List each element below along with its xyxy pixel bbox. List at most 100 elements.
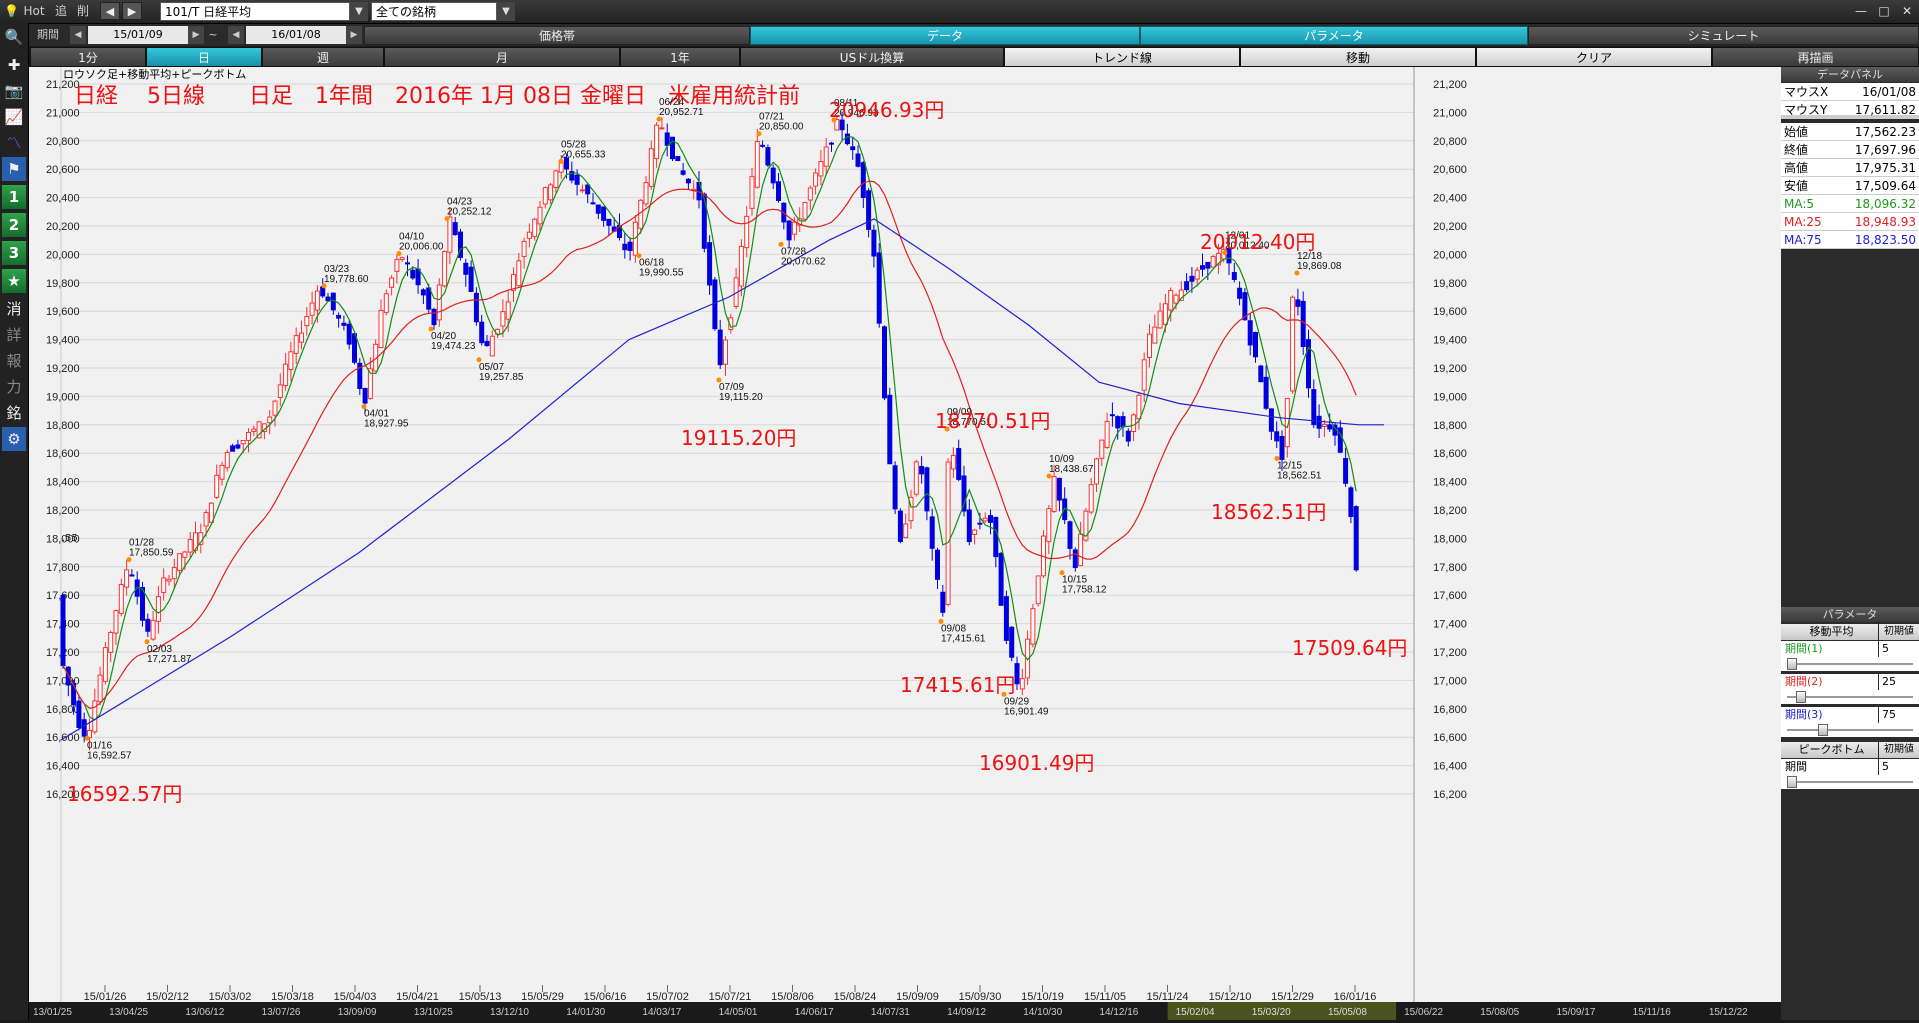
period-value[interactable]: 5 <box>1879 641 1919 657</box>
strip-date-label: 15/11/16 <box>1633 1007 1672 1018</box>
candle-up <box>532 218 538 237</box>
preset-1-button[interactable]: 1 <box>2 185 26 209</box>
peak-bottom-date: 09/29 <box>1004 696 1029 707</box>
strip-date-label: 13/07/26 <box>262 1007 301 1018</box>
candle-up <box>982 517 988 522</box>
close-icon[interactable]: ✕ <box>1901 4 1913 18</box>
report-icon[interactable]: 報 <box>6 352 22 370</box>
candle-up <box>299 332 304 343</box>
candle-down <box>776 181 781 201</box>
tab-1min[interactable]: 1分 <box>30 47 146 67</box>
bottom-date-strip[interactable]: 13/01/25 13/04/25 13/06/12 13/07/26 13/09/09… <box>29 1002 1781 1020</box>
data-value: 16/01/08 <box>1862 85 1916 99</box>
strip-range-highlight[interactable] <box>1167 1002 1397 1020</box>
end-date-left-icon[interactable]: ◀ <box>228 26 244 44</box>
power-icon[interactable]: 力 <box>6 378 22 396</box>
price-annotation: 19115.20円 <box>681 426 796 450</box>
period-value[interactable]: 25 <box>1879 674 1919 690</box>
candle-down <box>855 153 861 167</box>
ma-reset-button[interactable]: 初期値 <box>1879 624 1919 640</box>
indicator-chart-icon[interactable]: 〽 <box>6 134 22 152</box>
period-slider[interactable] <box>1781 690 1919 704</box>
peak-bottom-dot <box>1294 270 1300 276</box>
add-button[interactable]: 追 <box>54 4 67 18</box>
candle-up <box>1088 484 1094 513</box>
tab-simulate[interactable]: シミュレート <box>1528 26 1919 45</box>
universe-select[interactable]: 全ての銘柄 <box>371 2 497 21</box>
next-symbol-button[interactable]: ▶ <box>122 2 142 20</box>
candle-down <box>1353 506 1359 571</box>
strip-date-label: 13/01/25 <box>33 1007 72 1018</box>
ma-row: MA:75 18,823.50 <box>1781 231 1919 249</box>
search-icon[interactable]: 🔍 <box>4 28 24 46</box>
prev-symbol-button[interactable]: ◀ <box>100 2 120 20</box>
tab-redraw[interactable]: 再描画 <box>1712 47 1919 67</box>
strip-date-label: 14/09/12 <box>947 1007 986 1018</box>
delete-button[interactable]: 削 <box>76 4 89 18</box>
maximize-icon[interactable]: □ <box>1878 4 1890 18</box>
universe-dropdown-icon[interactable]: ▼ <box>497 2 515 21</box>
candle-up <box>1051 476 1057 513</box>
camera-icon[interactable]: 📷 <box>4 82 24 100</box>
tab-clear[interactable]: クリア <box>1476 47 1712 67</box>
minimize-icon[interactable]: — <box>1855 4 1867 18</box>
candle-down <box>1109 414 1115 417</box>
chart-area[interactable]: 21,200 21,200 21,000 21,000 20,800 20,800 20,6… <box>29 67 1781 1002</box>
peak-period-value[interactable]: 5 <box>1879 759 1919 775</box>
crosshair-icon[interactable]: ✚ <box>7 56 21 74</box>
tab-1year[interactable]: 1年 <box>620 47 740 67</box>
erase-icon[interactable]: 消 <box>6 300 22 318</box>
tab-trendline[interactable]: トレンド線 <box>1004 47 1240 67</box>
peak-reset-button[interactable]: 初期値 <box>1879 742 1919 758</box>
price-chart[interactable]: 21,200 21,200 21,000 21,000 20,800 20,800 20,6… <box>29 67 1781 1002</box>
tab-data[interactable]: データ <box>750 26 1140 45</box>
stock-icon[interactable]: 銘 <box>6 404 22 422</box>
peak-slider[interactable] <box>1781 775 1919 789</box>
start-date-right-icon[interactable]: ▶ <box>188 26 204 44</box>
period-slider[interactable] <box>1781 657 1919 671</box>
tab-usd[interactable]: USドル換算 <box>740 47 1004 67</box>
y-tick-right: 20,200 <box>1433 221 1467 233</box>
tab-daily[interactable]: 日 <box>146 47 262 67</box>
y-tick-right: 20,800 <box>1433 136 1467 148</box>
preset-3-button[interactable]: 3 <box>2 241 26 265</box>
period-value[interactable]: 75 <box>1879 707 1919 723</box>
bulb-icon[interactable]: 💡 <box>4 4 19 18</box>
tab-move[interactable]: 移動 <box>1240 47 1476 67</box>
preset-2-button[interactable]: 2 <box>2 213 26 237</box>
ma-row: MA:25 18,948.93 <box>1781 213 1919 231</box>
candle-down <box>1184 281 1190 291</box>
candle-down <box>977 522 983 525</box>
candle-up <box>399 257 405 261</box>
flag-icon[interactable]: ⚑ <box>2 157 26 181</box>
slider-thumb[interactable] <box>1787 776 1797 788</box>
line-chart-icon[interactable]: 📈 <box>4 108 24 126</box>
tab-monthly[interactable]: 月 <box>384 47 620 67</box>
slider-thumb[interactable] <box>1796 691 1807 703</box>
tab-price-band[interactable]: 価格帯 <box>364 26 750 45</box>
detail-icon[interactable]: 詳 <box>6 326 22 344</box>
star-icon[interactable]: ★ <box>2 269 26 293</box>
peak-bottom-dot <box>636 253 642 259</box>
gear-icon[interactable]: ⚙ <box>2 427 26 451</box>
peak-bottom-dot <box>126 557 132 563</box>
end-date-field[interactable]: 16/01/08 <box>246 26 346 44</box>
peak-bottom-dot <box>778 241 784 247</box>
candle-down <box>1205 261 1211 269</box>
peak-bottom-date: 04/20 <box>431 331 456 342</box>
y-tick-right: 17,400 <box>1433 619 1467 631</box>
peak-bottom-dot <box>938 618 944 624</box>
period-slider[interactable] <box>1781 723 1919 737</box>
candle-down <box>1125 430 1131 442</box>
hot-button[interactable]: Hot <box>23 4 45 18</box>
slider-thumb[interactable] <box>1818 724 1829 736</box>
symbol-dropdown-icon[interactable]: ▼ <box>350 2 368 21</box>
candle-down <box>1306 339 1311 389</box>
symbol-input[interactable]: 101/T 日経平均 <box>160 2 350 21</box>
tab-weekly[interactable]: 週 <box>262 47 384 67</box>
slider-thumb[interactable] <box>1787 658 1797 670</box>
end-date-right-icon[interactable]: ▶ <box>346 26 362 44</box>
tab-parameter[interactable]: パラメータ <box>1140 26 1528 45</box>
start-date-field[interactable]: 15/01/09 <box>88 26 188 44</box>
start-date-left-icon[interactable]: ◀ <box>70 26 86 44</box>
